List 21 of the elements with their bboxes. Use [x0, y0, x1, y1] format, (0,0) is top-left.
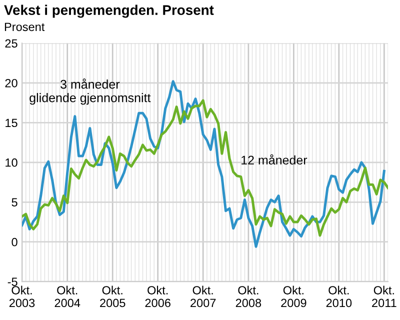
line-series	[22, 80, 386, 248]
x-tick-label: Okt. 2003	[9, 286, 35, 308]
x-tick-label: Okt. 2010	[326, 286, 352, 308]
series-label: 12 måneder	[242, 154, 308, 165]
chart-title: Vekst i pengemengden. Prosent	[4, 4, 214, 18]
x-tick-label: Okt. 2007	[190, 286, 216, 308]
x-tick-label: Okt. 2004	[54, 286, 80, 308]
y-tick-label: 20	[5, 78, 18, 88]
y-tick-label: 25	[5, 39, 18, 48]
y-axis-title: Prosent	[4, 22, 45, 32]
x-tick-label: Okt. 2005	[100, 286, 126, 308]
y-tick-label: 0	[12, 238, 18, 246]
y-tick-label: 10	[6, 158, 18, 167]
x-tick-label: Okt. 2009	[281, 286, 306, 308]
x-tick-label: Okt. 2008	[236, 286, 262, 308]
series-label: 3 måneder glidende gjennomsnitt	[30, 78, 151, 105]
y-tick-label: -5	[8, 278, 18, 286]
x-tick-label: Okt. 2011	[372, 286, 396, 308]
y-tick-label: 15	[6, 118, 18, 128]
y-tick-label: 5	[12, 198, 18, 207]
x-tick-label: Okt. 2006	[145, 286, 170, 308]
